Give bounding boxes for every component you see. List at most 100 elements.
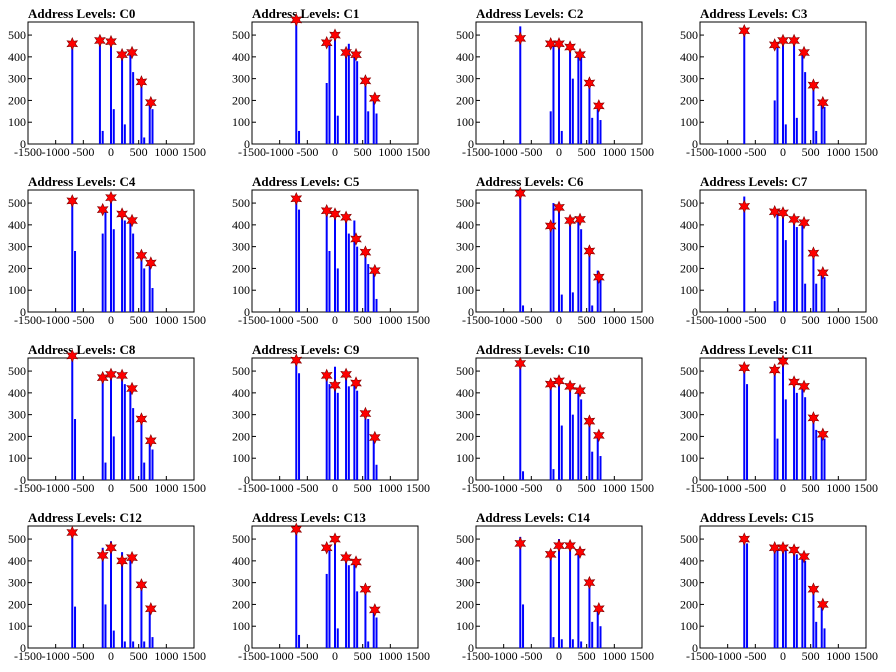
histogram-bar (784, 399, 787, 480)
peak-star-marker (574, 545, 586, 559)
histogram-bar (295, 198, 298, 312)
histogram-bar (364, 251, 367, 312)
peak-star-marker (514, 186, 527, 201)
y-tick-label: 500 (232, 28, 250, 42)
histogram-bar (298, 130, 301, 144)
chart-title: Address Levels: C8 (28, 342, 136, 357)
histogram-bar (743, 536, 746, 648)
peak-star-marker (96, 548, 109, 563)
histogram-bar (121, 375, 124, 480)
x-tick-label: -1500 (686, 649, 714, 663)
histogram-bar (815, 130, 818, 144)
x-tick-label: 0 (556, 649, 562, 663)
histogram-bar (112, 436, 115, 480)
y-tick-label: 200 (232, 261, 250, 275)
peak-star-marker (116, 207, 128, 221)
histogram-bar (121, 552, 124, 648)
peak-star-marker (66, 194, 79, 208)
x-tick-label: -1000 (42, 649, 70, 663)
histogram-bar (353, 54, 356, 144)
histogram-bar (782, 362, 784, 480)
x-tick-label: -1000 (266, 145, 294, 159)
histogram-bar (151, 637, 154, 648)
chart-panel: Address Levels: C10 0 100 200 300 400 500 -1500… (456, 342, 654, 495)
peak-star-marker (553, 200, 565, 215)
histogram-bar (599, 456, 602, 480)
histogram-bar (129, 556, 132, 648)
histogram-bar (795, 227, 798, 312)
histogram-bar (812, 85, 815, 144)
peak-star-marker (320, 368, 333, 383)
x-tick-label: -1500 (686, 481, 714, 495)
x-tick-label: -500 (744, 481, 766, 495)
peak-star-marker (738, 361, 751, 375)
x-tick-label: -500 (744, 145, 766, 159)
histogram-bar (552, 203, 555, 312)
y-tick-label: 200 (232, 429, 250, 443)
histogram-bar (151, 109, 154, 144)
x-tick-label: 1000 (602, 313, 626, 327)
y-tick-label: 500 (456, 364, 474, 378)
histogram-bar (71, 358, 74, 480)
histogram-bar (325, 83, 328, 144)
y-tick-label: 0 (692, 473, 698, 487)
y-tick-label: 200 (680, 429, 698, 443)
y-tick-label: 300 (680, 576, 698, 590)
peak-star-marker (816, 95, 829, 110)
chart-title: Address Levels: C0 (28, 6, 135, 21)
y-tick-label: 500 (8, 28, 26, 42)
histogram-bar (558, 379, 560, 480)
peak-star-marker (96, 202, 109, 217)
x-tick-label: 1500 (854, 145, 878, 159)
peak-star-marker (777, 33, 789, 48)
histogram-bar (101, 377, 104, 480)
x-tick-label: 1500 (406, 313, 430, 327)
x-tick-label: -1000 (490, 481, 518, 495)
y-tick-label: 100 (680, 115, 698, 129)
x-tick-label: 0 (780, 481, 786, 495)
histogram-bar (129, 218, 132, 312)
x-tick-label: 1000 (602, 145, 626, 159)
x-tick-label: -500 (296, 481, 318, 495)
y-tick-label: 200 (456, 93, 474, 107)
y-tick-label: 300 (456, 72, 474, 86)
peak-star-marker (553, 37, 565, 51)
x-tick-label: 500 (354, 313, 372, 327)
histogram-bar (591, 117, 594, 144)
peak-star-marker (340, 210, 352, 224)
y-tick-label: 0 (20, 305, 26, 319)
chart-title: Address Levels: C14 (476, 510, 590, 525)
chart-title: Address Levels: C2 (476, 6, 583, 21)
y-tick-label: 0 (20, 137, 26, 151)
x-tick-label: -1500 (462, 481, 490, 495)
chart-panel: Address Levels: C12 0 100 200 300 400 500 -1500… (8, 510, 206, 663)
histogram-bar (345, 218, 348, 312)
histogram-bar (356, 246, 359, 312)
x-tick-label: 1000 (602, 481, 626, 495)
histogram-bar (71, 41, 74, 144)
chart-panel: Address Levels: C20100200300400500-1500-… (456, 6, 654, 159)
y-tick-label: 0 (244, 137, 250, 151)
x-tick-label: -1500 (238, 481, 266, 495)
peak-star-marker (135, 578, 148, 592)
y-tick-label: 0 (468, 473, 474, 487)
x-tick-label: 0 (780, 649, 786, 663)
peak-star-marker (320, 35, 333, 50)
x-tick-label: -1000 (490, 649, 518, 663)
histogram-bar (558, 207, 560, 312)
histogram-bar (347, 43, 350, 144)
histogram-bar (823, 277, 826, 312)
y-tick-label: 0 (692, 305, 698, 319)
peak-star-marker (553, 374, 565, 388)
histogram-bar (776, 549, 779, 648)
y-tick-label: 200 (456, 597, 474, 611)
histogram-bar (743, 368, 746, 480)
histogram-bar (336, 628, 339, 648)
histogram-bar (129, 52, 132, 144)
histogram-bar (356, 61, 359, 144)
histogram-bar (347, 386, 350, 480)
histogram-bar (599, 626, 602, 648)
y-tick-label: 300 (232, 240, 250, 254)
x-tick-label: 500 (130, 145, 148, 159)
